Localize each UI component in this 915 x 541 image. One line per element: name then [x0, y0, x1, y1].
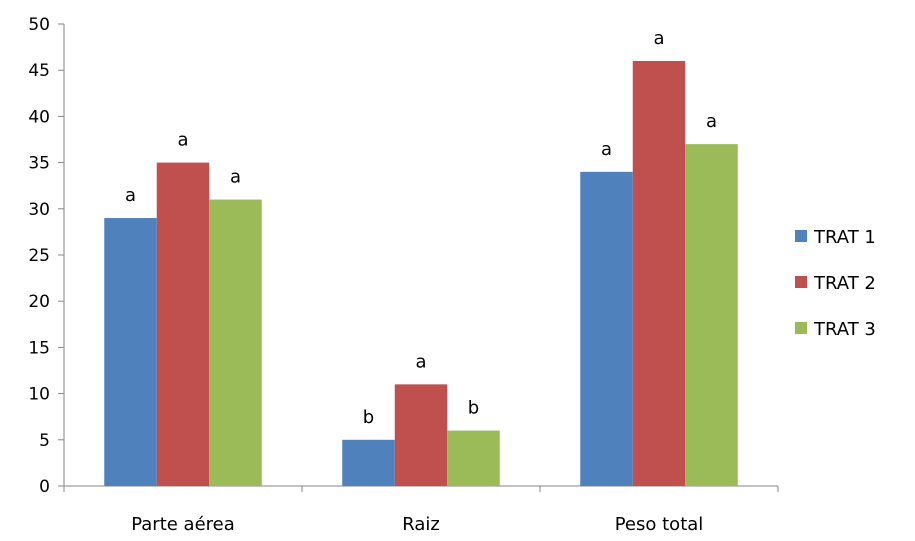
- data-label: a: [125, 185, 136, 206]
- bar: [394, 384, 448, 486]
- data-label: a: [177, 130, 188, 151]
- data-label: a: [653, 28, 664, 49]
- x-tick-label: Peso total: [615, 514, 704, 535]
- data-label: a: [415, 351, 426, 372]
- data-label: a: [230, 167, 241, 188]
- bar: [685, 144, 738, 486]
- x-tick-label: Parte aérea: [131, 514, 235, 535]
- y-tick-label: 15: [28, 338, 50, 358]
- legend-swatch: [795, 230, 807, 242]
- y-tick-label: 35: [28, 154, 50, 174]
- bar: [156, 162, 210, 486]
- axes: 0 5 10 15 20 25 30 35 40 45 50 Parte aérea Raiz Peso …: [28, 15, 779, 535]
- data-labels: a a a b a b a a a: [125, 28, 717, 428]
- y-tick-label: 50: [28, 15, 50, 35]
- data-label: a: [601, 139, 612, 160]
- legend-label: TRAT 2: [813, 273, 876, 294]
- legend-label: TRAT 1: [813, 227, 876, 248]
- y-tick-label: 5: [39, 431, 50, 451]
- y-tick-label: 40: [28, 107, 50, 127]
- y-tick-label: 30: [28, 200, 50, 220]
- data-label: b: [363, 407, 374, 428]
- y-tick-label: 45: [28, 61, 50, 81]
- bar: [104, 218, 157, 487]
- bar: [209, 199, 262, 486]
- legend-swatch: [795, 276, 807, 288]
- legend-swatch: [795, 322, 807, 334]
- legend-label: TRAT 3: [813, 319, 876, 340]
- y-tick-label: 25: [28, 246, 50, 266]
- bar: [580, 171, 633, 486]
- bar: [447, 430, 500, 486]
- y-tick-label: 0: [39, 477, 50, 497]
- bar: [342, 439, 395, 486]
- x-tick-label: Raiz: [402, 514, 440, 535]
- data-label: b: [468, 398, 479, 419]
- data-label: a: [706, 111, 717, 132]
- bar: [632, 60, 686, 487]
- bars: [104, 60, 738, 487]
- y-tick-label: 20: [28, 292, 50, 312]
- legend: TRAT 1 TRAT 2 TRAT 3: [795, 227, 876, 340]
- y-tick-label: 10: [28, 385, 50, 405]
